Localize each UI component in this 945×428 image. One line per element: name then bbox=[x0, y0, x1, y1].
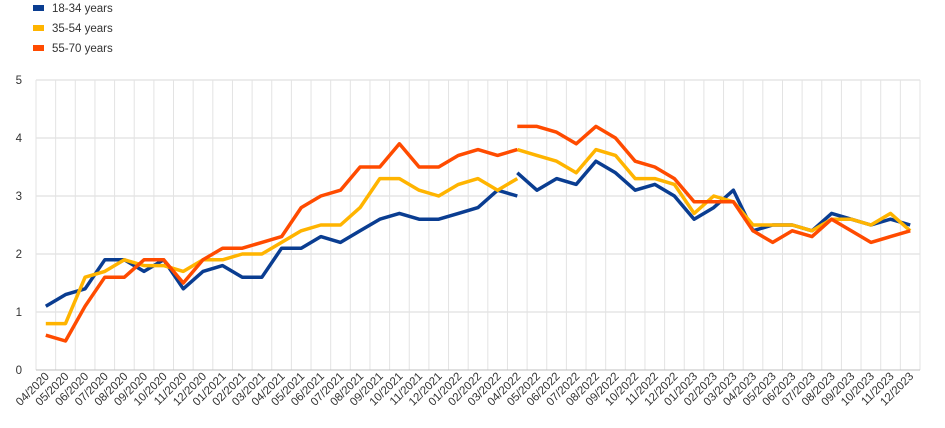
series-line-2-segment-1 bbox=[45, 176, 519, 326]
x-axis-ticks: 04/202005/202006/202007/202008/202009/20… bbox=[14, 371, 916, 409]
series-line-2-segment-2 bbox=[516, 147, 912, 233]
y-tick-label: 2 bbox=[16, 249, 22, 261]
gridlines bbox=[35, 79, 921, 371]
legend-label-3: 55-70 years bbox=[52, 43, 113, 55]
series-line-1-segment-2 bbox=[516, 159, 911, 233]
legend-swatch-1 bbox=[33, 5, 44, 11]
y-tick-label: 0 bbox=[16, 365, 22, 377]
series-line-1-segment-1 bbox=[44, 188, 518, 308]
series-line-3-segment-1 bbox=[45, 142, 518, 343]
y-tick-label: 5 bbox=[16, 75, 22, 87]
legend-swatch-2 bbox=[33, 25, 44, 31]
series-line-3-segment-2 bbox=[517, 124, 911, 245]
y-tick-label: 3 bbox=[16, 191, 22, 203]
legend: 18-34 years 35-54 years 55-70 years bbox=[33, 3, 113, 55]
series-lines bbox=[44, 124, 912, 343]
y-tick-label: 1 bbox=[16, 307, 22, 319]
legend-swatch-3 bbox=[33, 45, 44, 51]
y-axis-ticks: 0 1 2 3 4 5 bbox=[16, 75, 23, 377]
y-tick-label: 4 bbox=[16, 133, 23, 145]
legend-label-2: 35-54 years bbox=[52, 23, 113, 35]
legend-label-1: 18-34 years bbox=[52, 3, 113, 15]
